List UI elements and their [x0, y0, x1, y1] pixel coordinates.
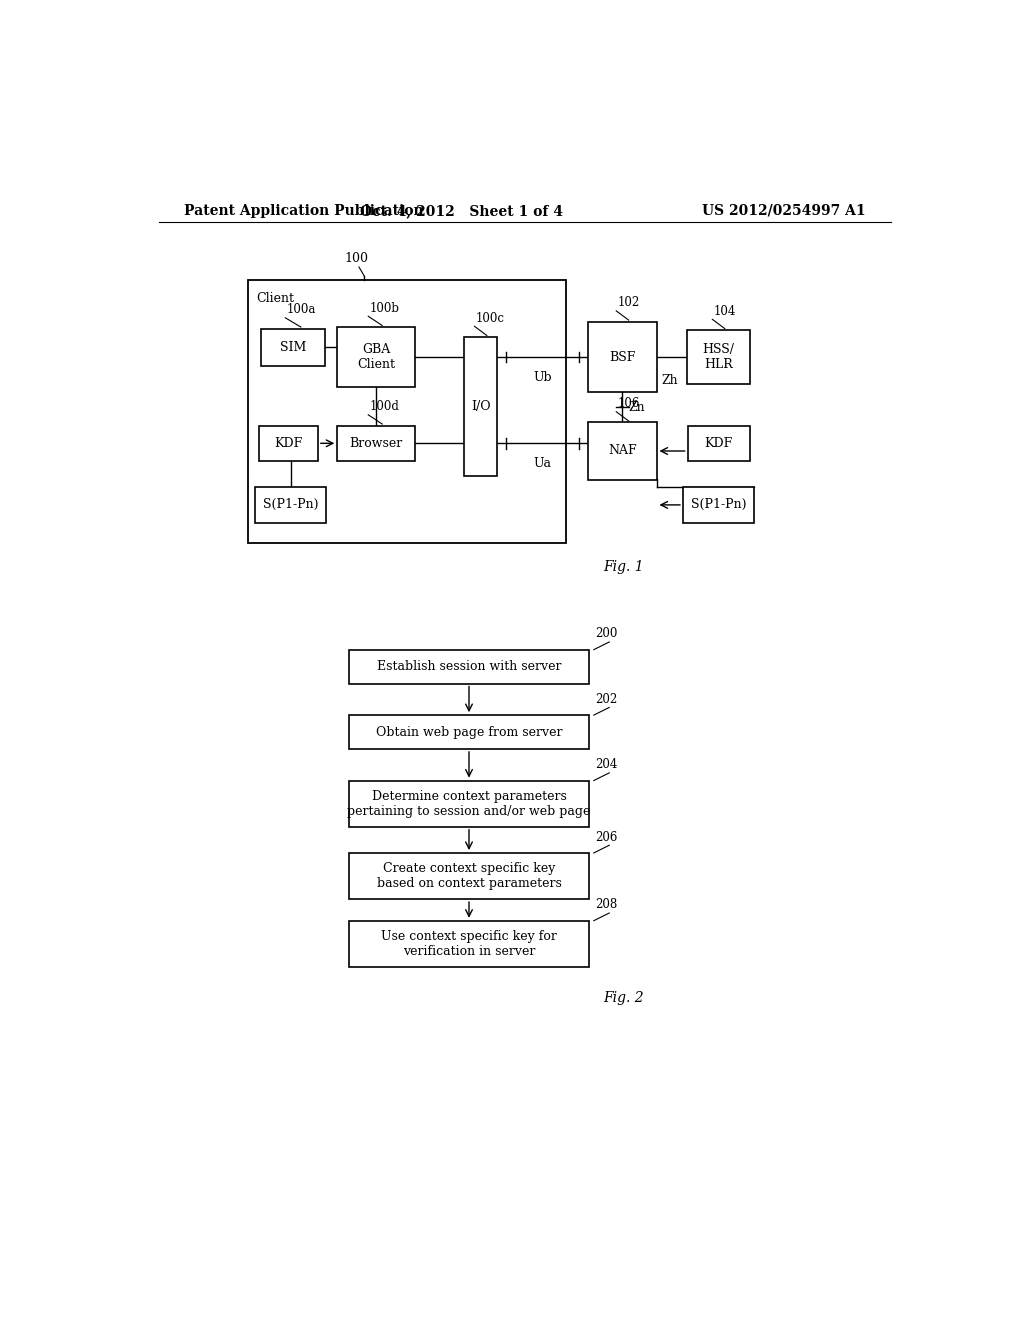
Text: 100d: 100d: [370, 400, 399, 413]
Text: Establish session with server: Establish session with server: [377, 660, 561, 673]
Text: 106: 106: [617, 397, 640, 411]
Text: NAF: NAF: [608, 445, 637, 458]
Text: 100b: 100b: [370, 302, 399, 314]
Bar: [255, 487, 327, 523]
Text: I/O: I/O: [471, 400, 490, 413]
Text: Determine context parameters
pertaining to session and/or web page: Determine context parameters pertaining …: [347, 789, 591, 817]
Text: 104: 104: [714, 305, 736, 318]
Bar: [349, 921, 589, 966]
Bar: [349, 853, 589, 899]
Bar: [337, 327, 415, 387]
Text: BSF: BSF: [609, 351, 636, 363]
Bar: [464, 337, 497, 475]
Text: Zh: Zh: [662, 374, 678, 387]
Text: Create context specific key
based on context parameters: Create context specific key based on con…: [377, 862, 561, 890]
Bar: [589, 422, 656, 480]
Text: Use context specific key for
verification in server: Use context specific key for verificatio…: [381, 929, 557, 958]
Text: 200: 200: [595, 627, 617, 640]
Text: 100c: 100c: [476, 312, 505, 325]
Text: 206: 206: [595, 830, 617, 843]
Bar: [248, 280, 566, 544]
Text: US 2012/0254997 A1: US 2012/0254997 A1: [702, 203, 866, 218]
Text: 100a: 100a: [287, 304, 316, 317]
Text: Obtain web page from server: Obtain web page from server: [376, 726, 562, 739]
Text: S(P1-Pn): S(P1-Pn): [691, 499, 746, 511]
Bar: [687, 330, 751, 384]
Bar: [349, 780, 589, 826]
Text: Zn: Zn: [629, 400, 645, 413]
Text: Fig. 2: Fig. 2: [604, 991, 644, 1005]
Bar: [589, 322, 656, 392]
Bar: [349, 715, 589, 748]
Bar: [261, 329, 325, 366]
Text: Browser: Browser: [349, 437, 402, 450]
Text: Ua: Ua: [534, 457, 552, 470]
Text: Client: Client: [256, 293, 294, 305]
Text: S(P1-Pn): S(P1-Pn): [263, 499, 318, 511]
Text: SIM: SIM: [280, 341, 306, 354]
Bar: [337, 425, 415, 461]
Bar: [687, 425, 750, 461]
Text: 202: 202: [595, 693, 617, 706]
Text: Patent Application Publication: Patent Application Publication: [183, 203, 424, 218]
Bar: [259, 425, 317, 461]
Text: Ub: Ub: [534, 371, 552, 384]
Text: Fig. 1: Fig. 1: [604, 560, 644, 573]
Text: Oct. 4, 2012   Sheet 1 of 4: Oct. 4, 2012 Sheet 1 of 4: [359, 203, 563, 218]
Text: 208: 208: [595, 899, 617, 911]
Text: KDF: KDF: [705, 437, 733, 450]
Bar: [683, 487, 755, 523]
Bar: [349, 649, 589, 684]
Text: 204: 204: [595, 758, 617, 771]
Text: HSS/
HLR: HSS/ HLR: [702, 343, 734, 371]
Text: GBA
Client: GBA Client: [357, 343, 395, 371]
Text: KDF: KDF: [274, 437, 302, 450]
Text: 102: 102: [617, 296, 640, 309]
Text: 100: 100: [345, 252, 369, 264]
